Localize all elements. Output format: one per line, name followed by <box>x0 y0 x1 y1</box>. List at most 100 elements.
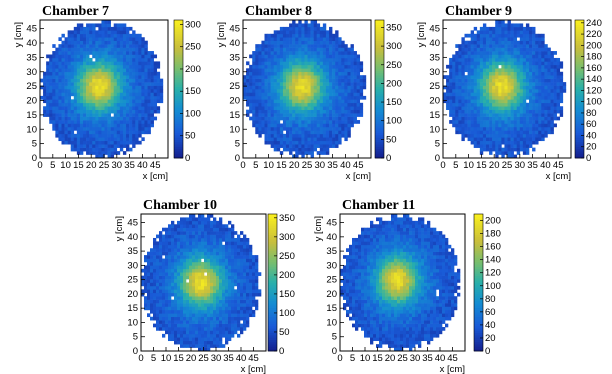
y-tick-label: 40 <box>26 38 37 49</box>
y-tick-label: 20 <box>429 96 440 107</box>
y-tick-label: 0 <box>32 153 37 164</box>
heatmap-panel-5: Chamber 110 5 10 15 20 25 30 35 40 45051015202530… <box>313 198 501 374</box>
chart-title: Chamber 7 <box>42 4 109 19</box>
colorbar-tick-label: 200 <box>485 216 501 227</box>
y-tick-label: 30 <box>229 67 240 78</box>
x-tick-label: 25 <box>502 160 513 171</box>
y-tick-label: 35 <box>326 246 337 257</box>
y-tick-label: 45 <box>26 24 37 35</box>
colorbar-tick-label: 40 <box>485 320 496 331</box>
colorbar: 0 50 100 150 200 250 300 <box>173 19 201 164</box>
colorbar-tick-label: 350 <box>279 213 295 224</box>
y-tick-label: 0 <box>235 153 240 164</box>
colorbar-tick-label: 20 <box>485 333 496 344</box>
y-tick-label: 40 <box>229 38 240 49</box>
heatmap-cells <box>443 20 567 159</box>
colorbar-tick-label: 300 <box>386 41 402 52</box>
y-tick-label: 25 <box>229 81 240 92</box>
x-tick-label: 10 <box>463 160 474 171</box>
colorbar: 0 50 100 150 200 250 300 350 <box>267 213 295 357</box>
x-tick-label: 15 <box>476 160 487 171</box>
y-tick-label: 30 <box>429 67 440 78</box>
y-tick-label: 35 <box>429 52 440 63</box>
x-axis-label: x [cm] <box>346 171 371 182</box>
y-tick-label: 15 <box>429 110 440 121</box>
y-tick-label: 35 <box>229 52 240 63</box>
y-tick-label: 5 <box>332 332 337 343</box>
y-tick-label: 20 <box>229 96 240 107</box>
y-tick-label: 0 <box>435 153 440 164</box>
colorbar-tick-label: 80 <box>485 294 496 305</box>
x-tick-label: 10 <box>60 160 71 171</box>
colorbar-tick-label: 160 <box>485 242 501 253</box>
x-tick-label: 0 <box>440 160 445 171</box>
x-tick-label: 35 <box>124 160 135 171</box>
x-tick-label: 40 <box>236 353 247 364</box>
colorbar-tick-label: 220 <box>586 29 602 40</box>
colorbar-tick-label: 0 <box>185 153 190 164</box>
colorbar-tick-label: 0 <box>386 153 391 164</box>
x-tick-label: 10 <box>161 353 172 364</box>
x-tick-label: 30 <box>112 160 123 171</box>
x-tick-label: 25 <box>99 160 110 171</box>
colorbar-tick-label: 240 <box>586 18 602 29</box>
y-tick-label: 45 <box>229 24 240 35</box>
x-tick-label: 20 <box>289 160 300 171</box>
x-tick-label: 45 <box>150 160 161 171</box>
x-axis-label: x [cm] <box>241 364 266 374</box>
colorbar-tick-label: 150 <box>386 97 402 108</box>
x-axis-label: x [cm] <box>546 171 571 182</box>
x-tick-label: 35 <box>223 353 234 364</box>
chart-title: Chamber 11 <box>342 198 415 213</box>
colorbar: 0 50 100 150 200 250 300 350 <box>374 19 402 164</box>
colorbar-tick-label: 0 <box>586 153 591 164</box>
y-tick-label: 30 <box>127 260 138 271</box>
heatmap-cells <box>40 20 164 159</box>
x-tick-label: 45 <box>248 353 259 364</box>
colorbar-tick-label: 100 <box>279 308 295 319</box>
x-tick-label: 25 <box>397 353 408 364</box>
y-axis-label: y [cm] <box>114 216 125 241</box>
x-tick-label: 30 <box>315 160 326 171</box>
x-tick-label: 5 <box>253 160 258 171</box>
colorbar-tick-label: 50 <box>185 131 196 142</box>
colorbar-tick-label: 20 <box>586 142 597 153</box>
x-tick-label: 5 <box>151 353 156 364</box>
x-tick-label: 30 <box>211 353 222 364</box>
colorbar-tick-label: 160 <box>586 63 602 74</box>
colorbar-tick-label: 350 <box>386 22 402 33</box>
y-tick-label: 10 <box>429 124 440 135</box>
x-tick-label: 0 <box>37 160 42 171</box>
colorbar-tick-label: 50 <box>279 327 290 338</box>
colorbar-tick-label: 50 <box>386 134 397 145</box>
heatmap-cells <box>141 214 262 352</box>
heatmap-cells <box>340 214 461 352</box>
x-tick-label: 0 <box>337 353 342 364</box>
x-tick-label: 15 <box>372 353 383 364</box>
x-tick-label: 40 <box>540 160 551 171</box>
x-tick-label: 0 <box>240 160 245 171</box>
x-tick-label: 20 <box>186 353 197 364</box>
colorbar-tick-label: 100 <box>185 108 201 119</box>
chart-title: Chamber 10 <box>143 198 217 213</box>
colorbar-tick-label: 0 <box>279 346 284 357</box>
y-tick-label: 20 <box>127 289 138 300</box>
x-tick-label: 40 <box>137 160 148 171</box>
colorbar-tick-label: 300 <box>185 19 201 30</box>
x-tick-label: 5 <box>350 353 355 364</box>
colorbar-tick-label: 140 <box>586 74 602 85</box>
y-tick-label: 40 <box>127 232 138 243</box>
y-tick-label: 15 <box>229 110 240 121</box>
colorbar-tick-label: 180 <box>586 52 602 63</box>
colorbar-tick-label: 200 <box>279 270 295 281</box>
y-tick-label: 20 <box>26 96 37 107</box>
y-tick-label: 10 <box>229 124 240 135</box>
x-tick-label: 40 <box>435 353 446 364</box>
x-tick-label: 35 <box>327 160 338 171</box>
colorbar-tick-label: 250 <box>185 42 201 53</box>
x-tick-label: 45 <box>553 160 564 171</box>
x-tick-label: 20 <box>385 353 396 364</box>
y-axis-label: y [cm] <box>216 22 227 47</box>
x-tick-label: 20 <box>86 160 97 171</box>
